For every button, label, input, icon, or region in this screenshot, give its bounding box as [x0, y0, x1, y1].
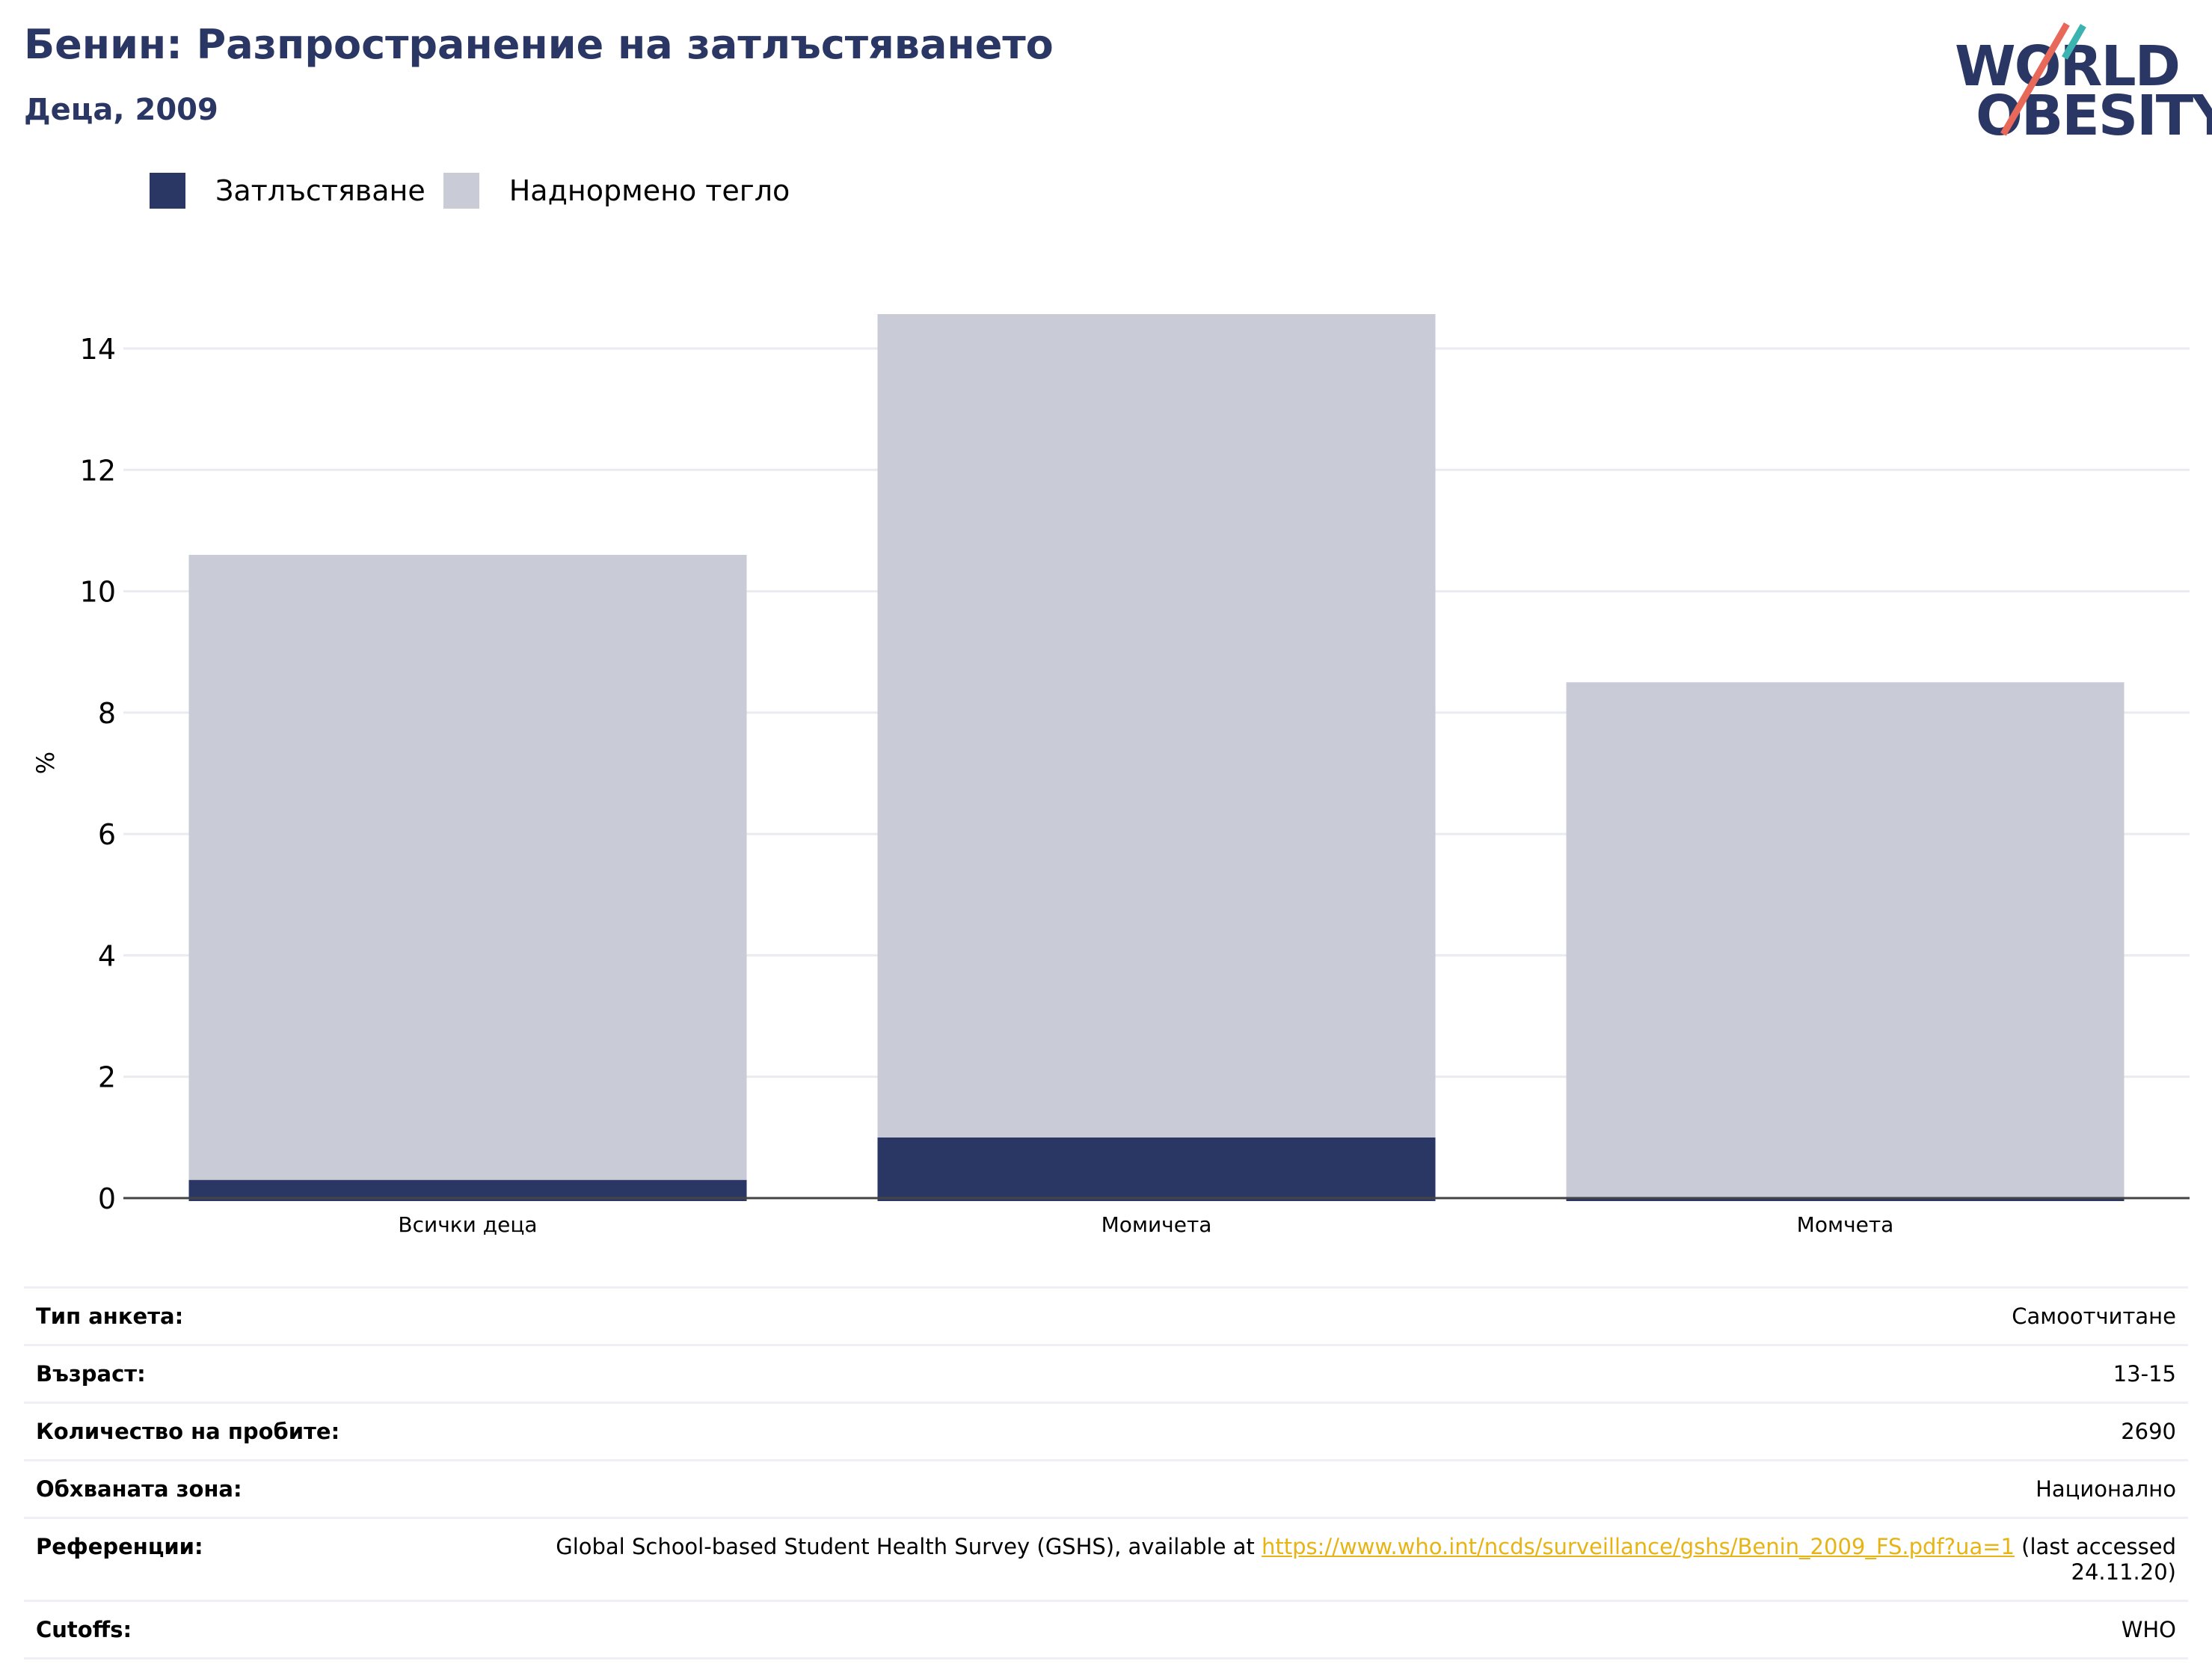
y-axis-label: % [31, 752, 60, 774]
reference-suffix: (last accessed 24.11.20) [2014, 1534, 2176, 1585]
reference-text: Global School-based Student Health Surve… [556, 1534, 1262, 1559]
bar-obesity [1566, 1198, 2125, 1201]
info-value: Национално [2036, 1476, 2176, 1502]
y-tick-label: 6 [98, 818, 116, 851]
info-row-sample-size: Количество на пробите: 2690 [24, 1404, 2188, 1461]
chart-legend: Затлъстяване Наднормено тегло [150, 171, 808, 211]
y-tick-label: 4 [98, 939, 116, 972]
chart-subtitle: Деца, 2009 [24, 93, 218, 127]
info-row-age: Възраст: 13-15 [24, 1346, 2188, 1404]
y-tick-label: 2 [98, 1061, 116, 1094]
legend-swatch-obesity [150, 173, 185, 209]
legend-label-obesity: Затлъстяване [215, 174, 425, 207]
info-key: Cutoffs: [36, 1617, 132, 1642]
bar-overweight [1566, 682, 2125, 1198]
y-tick-label: 0 [98, 1182, 116, 1215]
y-tick-label: 8 [98, 697, 116, 730]
x-tick-label: Всички деца [398, 1212, 537, 1237]
info-key: Референции: [36, 1534, 203, 1559]
x-tick-label: Момчета [1797, 1212, 1894, 1237]
y-tick-label: 12 [80, 454, 116, 487]
info-value: 2690 [2121, 1419, 2176, 1444]
bar-overweight [188, 554, 747, 1180]
bar-chart: 0 2 4 6 8 10 12 14% Всички деца Момичета Момчета [31, 314, 2190, 1237]
info-row-cutoffs: Cutoffs: WHO [24, 1602, 2188, 1660]
world-obesity-logo: WORLD OBESITY [1952, 22, 2212, 157]
bar-overweight [877, 314, 1436, 1138]
bar-obesity [877, 1137, 1436, 1201]
legend-label-overweight: Наднормено тегло [509, 174, 790, 207]
info-key: Възраст: [36, 1361, 146, 1387]
info-value: Самоотчитане [2012, 1304, 2176, 1329]
info-row-survey-type: Тип анкета: Самоотчитане [24, 1289, 2188, 1346]
reference-link[interactable]: https://www.who.int/ncds/surveillance/gs… [1262, 1534, 2015, 1559]
info-key: Количество на пробите: [36, 1419, 340, 1444]
info-row-area: Обхваната зона: Национално [24, 1461, 2188, 1519]
info-row-references: Референции: Global School-based Student … [24, 1519, 2188, 1602]
info-value: 13-15 [2113, 1361, 2176, 1387]
y-tick-label: 10 [80, 576, 116, 609]
info-value: WHO [2121, 1617, 2176, 1642]
y-tick-label: 14 [80, 333, 116, 366]
info-table: Тип анкета: Самоотчитане Възраст: 13-15 … [24, 1286, 2188, 1660]
info-value: Global School-based Student Health Surve… [531, 1534, 2176, 1585]
x-tick-label: Момичета [1102, 1212, 1212, 1237]
info-key: Обхваната зона: [36, 1476, 242, 1502]
info-key: Тип анкета: [36, 1304, 184, 1329]
legend-swatch-overweight [443, 173, 479, 209]
chart-title: Бенин: Разпространение на затлъстяването [24, 21, 1054, 68]
